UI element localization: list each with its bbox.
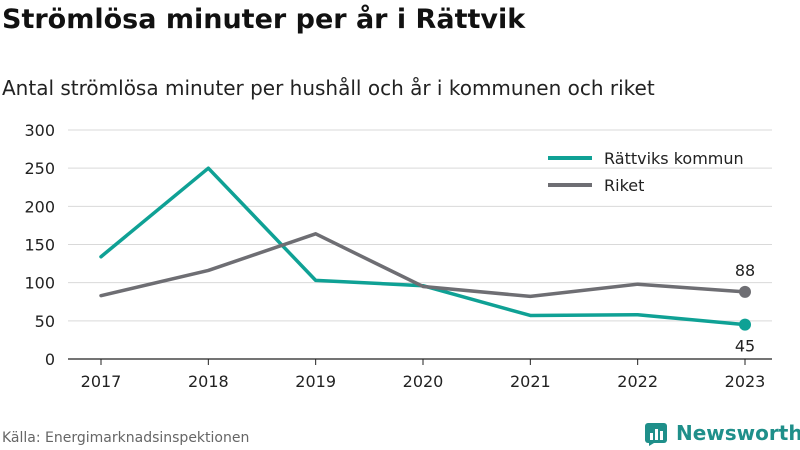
y-tick-label: 250 (24, 159, 55, 178)
series-lines: 45 88 (99, 166, 755, 356)
newsworthy-logo-icon (645, 423, 667, 446)
source-note: Källa: Energimarknadsinspektionen (2, 430, 250, 446)
x-axis: 2017 2018 2019 2020 2021 2022 2023 (81, 359, 766, 391)
x-tick-label: 2019 (295, 372, 336, 391)
y-axis: 0 50 100 150 200 250 300 (24, 121, 55, 369)
chart-subtitle: Antal strömlösa minuter per hushåll och … (2, 76, 655, 100)
series-line-riket (99, 232, 747, 299)
x-tick-label: 2021 (510, 372, 551, 391)
legend-label-riket: Riket (604, 176, 644, 195)
end-point-riket (739, 285, 751, 298)
y-tick-label: 300 (24, 121, 55, 140)
x-tick-label: 2023 (725, 372, 766, 391)
end-point-rattvik (739, 318, 751, 331)
y-tick-label: 150 (24, 236, 55, 255)
legend-label-rattvik: Rättviks kommun (604, 149, 744, 168)
chart-title: Strömlösa minuter per år i Rättvik (2, 4, 526, 35)
y-tick-label: 100 (24, 274, 55, 293)
end-label-riket: 88 (735, 261, 755, 280)
y-tick-label: 50 (35, 312, 55, 331)
x-tick-label: 2020 (403, 372, 444, 391)
end-label-rattvik: 45 (735, 337, 755, 356)
x-tick-label: 2022 (617, 372, 658, 391)
x-tick-label: 2018 (188, 372, 229, 391)
grid-lines (68, 129, 772, 360)
brand-logo: Newsworthy (644, 420, 800, 446)
series-line-rattvik (99, 166, 747, 327)
legend: Rättviks kommun Riket (548, 149, 744, 195)
y-tick-label: 200 (24, 197, 55, 216)
brand-name: Newsworthy (676, 421, 800, 445)
y-tick-label: 0 (45, 350, 55, 369)
x-tick-label: 2017 (81, 372, 122, 391)
